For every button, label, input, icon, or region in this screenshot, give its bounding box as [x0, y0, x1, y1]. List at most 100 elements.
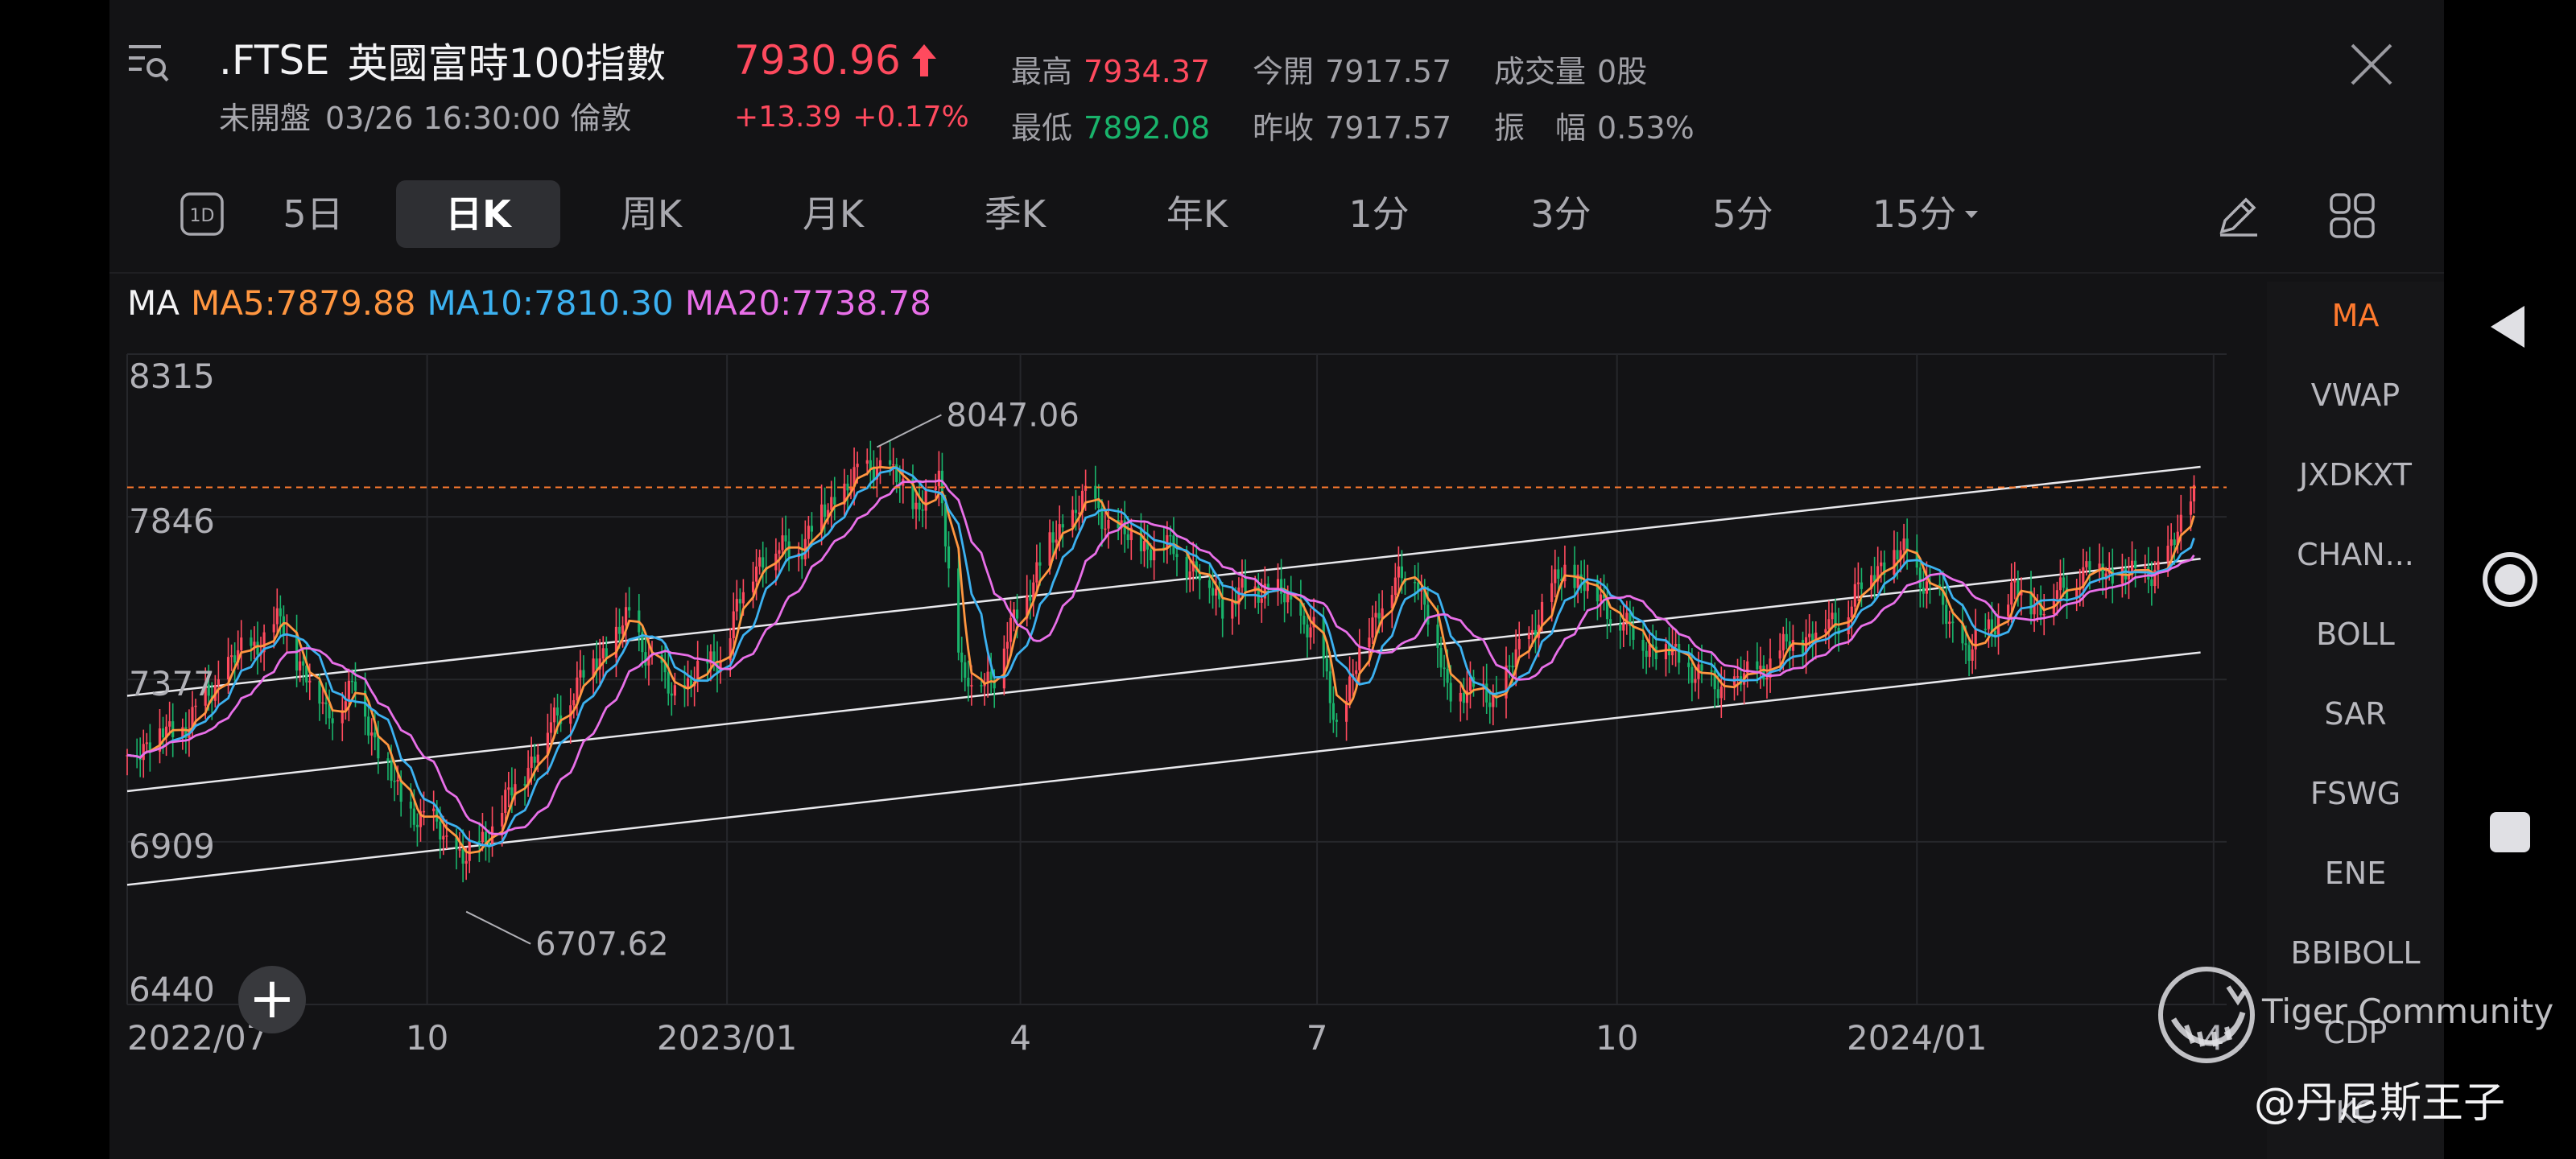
- candle-body: [1146, 541, 1150, 550]
- pencil-draw-icon[interactable]: [2214, 192, 2262, 240]
- candle-body: [598, 658, 601, 670]
- candle-body: [1231, 600, 1234, 619]
- candle-body: [1505, 665, 1508, 699]
- grid-layout-icon[interactable]: [2328, 192, 2376, 240]
- back-icon[interactable]: [2487, 303, 2529, 351]
- candle-body: [1974, 629, 1977, 650]
- indicator-fswg[interactable]: FSWG: [2310, 776, 2401, 811]
- candle-body: [158, 728, 162, 752]
- stat-low-value: 7892.08: [1084, 110, 1211, 146]
- candle-body: [1005, 641, 1009, 649]
- candle-body: [644, 652, 647, 666]
- candle-body: [1876, 566, 1880, 582]
- indicator-chan[interactable]: CHAN...: [2297, 537, 2414, 572]
- indicator-vwap[interactable]: VWAP: [2310, 377, 2401, 413]
- candle-body: [1853, 584, 1856, 607]
- candle-body: [2153, 569, 2157, 587]
- candle-body: [1964, 643, 1967, 645]
- indicator-sar[interactable]: SAR: [2324, 696, 2387, 732]
- tab-daily-k[interactable]: 日K: [396, 180, 560, 248]
- indicator-ma[interactable]: MA: [2331, 298, 2380, 333]
- tab-weekly-k[interactable]: 周K: [620, 192, 683, 236]
- close-icon[interactable]: [2347, 40, 2396, 89]
- trend-line: [126, 465, 2201, 697]
- candle-body: [830, 497, 833, 510]
- candle-body: [1831, 612, 1834, 620]
- candle-body: [918, 502, 921, 510]
- indicator-jxdkxt[interactable]: JXDKXT: [2299, 457, 2412, 493]
- add-indicator-button[interactable]: +: [238, 966, 306, 1033]
- candle-body: [810, 526, 814, 532]
- indicator-ene[interactable]: ENE: [2324, 856, 2387, 891]
- candle-body: [1051, 532, 1055, 543]
- candle-body: [970, 685, 973, 687]
- candle-body: [872, 468, 875, 480]
- timeframe-tabs: 1D 5日 日K 周K 月K 季K 年K 1分 3分 5分 15分: [158, 179, 2019, 250]
- indicator-kc[interactable]: KC: [2335, 1095, 2376, 1130]
- candle-body: [673, 685, 676, 696]
- candle-body: [1511, 666, 1514, 668]
- candle-body: [1468, 677, 1472, 691]
- candle-body: [2029, 590, 2033, 615]
- one-day-button[interactable]: 1D: [158, 180, 246, 248]
- change-row: +13.39 +0.17%: [734, 98, 969, 135]
- candle-body: [1942, 589, 1945, 605]
- candle-body: [686, 678, 690, 690]
- tab-quarterly-k[interactable]: 季K: [984, 192, 1046, 236]
- indicator-boll[interactable]: BOLL: [2316, 617, 2395, 652]
- candle-body: [1896, 550, 1899, 560]
- candle-body: [226, 657, 230, 680]
- candle-body: [781, 535, 784, 551]
- tab-5min[interactable]: 5分: [1712, 192, 1773, 236]
- candle-body: [712, 651, 716, 662]
- candle-body: [1414, 581, 1417, 584]
- candle-body: [865, 460, 869, 464]
- candle-body: [1781, 633, 1785, 651]
- candlestick-chart[interactable]: 8315 7846 7377 6909 6440 2022/07 10 2023/01 4 7 1…: [109, 330, 2267, 1159]
- tab-5d[interactable]: 5日: [283, 192, 344, 236]
- candle-body: [321, 702, 324, 704]
- candle-body: [1883, 562, 1886, 575]
- candle-body: [204, 684, 207, 706]
- candle-body: [279, 608, 282, 617]
- tab-yearly-k[interactable]: 年K: [1166, 192, 1228, 236]
- candle-body: [181, 727, 184, 737]
- candle-body: [1055, 539, 1058, 543]
- candle-body: [762, 557, 765, 568]
- candle-body: [2033, 604, 2036, 615]
- tab-15min-dropdown[interactable]: 15分: [1834, 180, 2019, 248]
- indicator-cdp[interactable]: CDP: [2323, 1015, 2388, 1050]
- candle-body: [1576, 574, 1579, 588]
- recents-icon[interactable]: [2487, 810, 2533, 855]
- home-icon[interactable]: [2481, 551, 2539, 608]
- candle-body: [1029, 595, 1032, 601]
- y-tick-label: 8315: [129, 357, 215, 396]
- candle-body: [980, 685, 983, 687]
- candle-body: [350, 680, 354, 683]
- candle-body: [1648, 644, 1651, 658]
- candle-body: [1710, 670, 1713, 672]
- candle-body: [2055, 590, 2058, 600]
- indicator-bbiboll[interactable]: BBIBOLL: [2290, 935, 2421, 971]
- candle-body: [1393, 577, 1397, 596]
- candle-body: [1893, 550, 1896, 575]
- menu-search-icon[interactable]: [126, 42, 171, 84]
- tab-3min[interactable]: 3分: [1530, 192, 1591, 236]
- candle-body: [455, 835, 458, 850]
- candle-body: [1847, 617, 1850, 635]
- candle-body: [1348, 676, 1352, 701]
- candle-body: [1801, 640, 1805, 654]
- candle-body: [878, 460, 882, 467]
- candle-body: [1641, 639, 1645, 651]
- candle-body: [161, 728, 165, 738]
- candle-body: [617, 626, 621, 634]
- candle-body: [911, 478, 914, 509]
- tab-15min-label: 15分: [1872, 192, 1957, 236]
- tab-monthly-k[interactable]: 月K: [802, 192, 865, 236]
- tab-1min[interactable]: 1分: [1348, 192, 1410, 236]
- candle-body: [1629, 612, 1632, 626]
- candle-body: [1664, 644, 1668, 660]
- candle-body: [1557, 569, 1560, 579]
- candle-body: [552, 707, 556, 723]
